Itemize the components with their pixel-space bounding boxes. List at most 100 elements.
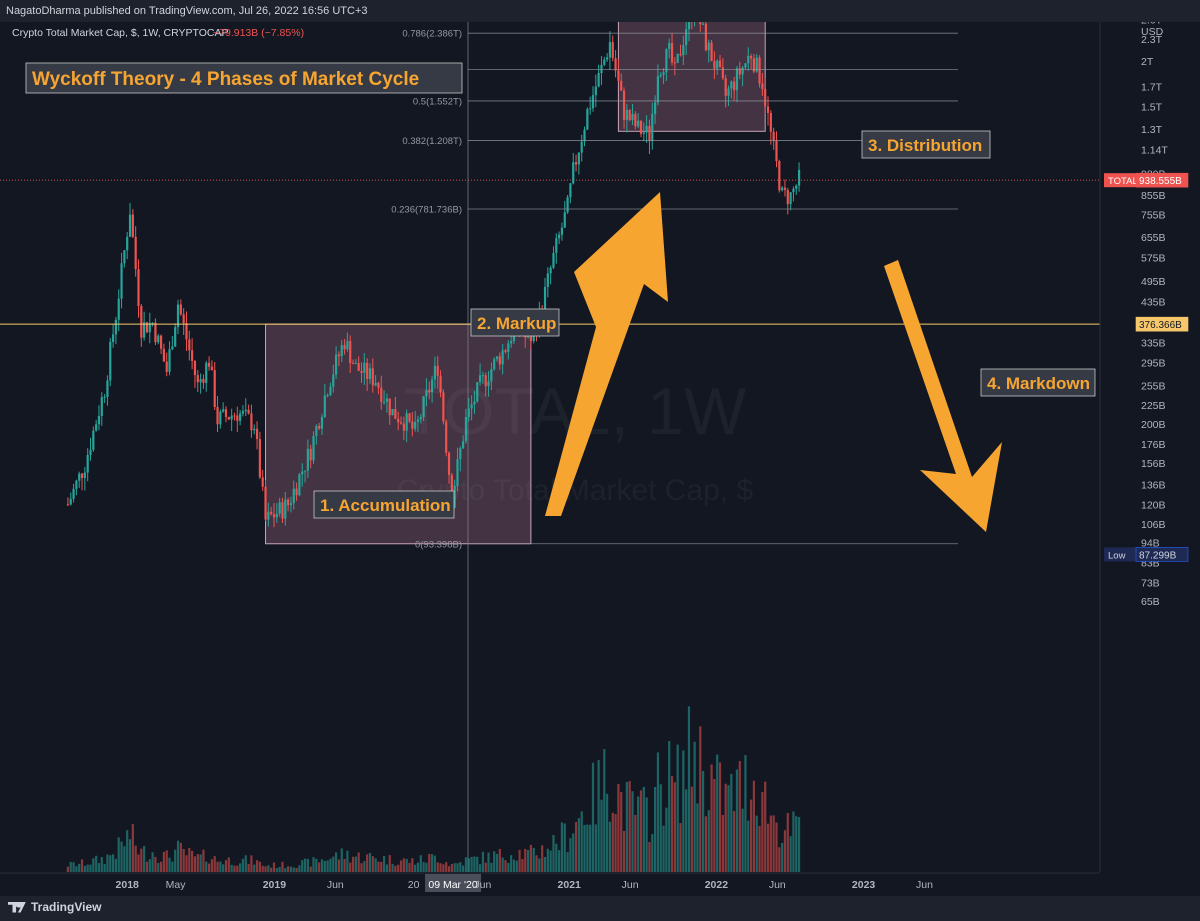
candle [106,375,109,406]
candle-body [174,327,177,347]
candle [86,448,89,482]
volume-bar [467,858,470,872]
candle [501,343,504,375]
candle [388,398,391,425]
candle-body [543,287,547,313]
tradingview-logo[interactable]: TradingView [8,900,101,914]
volume-bar [298,865,301,872]
candle-body [507,343,510,352]
price-badge-tag-label: Low [1108,550,1126,561]
y-tick-label: 65B [1141,596,1160,608]
candle [733,76,736,101]
volume-bar [574,822,578,872]
candle-body [86,454,89,473]
candle [287,497,290,512]
candle [555,233,558,264]
candle [620,73,623,92]
candle-body [665,48,668,73]
volume-bar [591,762,595,872]
candle [92,426,95,452]
candle [196,370,199,392]
volume-bar [795,816,798,872]
candles-layer [66,22,801,528]
candle [611,35,614,62]
volume-bar [518,849,521,872]
candle [772,127,775,150]
candle-body [312,435,315,461]
volume-bar [515,860,518,872]
candle [236,406,239,432]
phase-label-1[interactable]: 1. Accumulation [313,490,455,519]
candle [250,404,253,438]
volume-bar [140,848,143,872]
candle [72,483,75,503]
volume-bar [399,860,403,872]
phase-label-3[interactable]: 3. Distribution [861,130,991,159]
candle [374,375,377,387]
zone-distribution[interactable] [617,22,766,132]
volume-bar [572,833,575,872]
volume-bar [738,761,741,872]
chart-title: Wyckoff Theory - 4 Phases of Market Cycl… [32,69,419,90]
candle [253,424,256,435]
volume-bar [634,815,637,872]
candle [558,231,561,244]
volume-bar [526,850,530,872]
y-tick-label: 94B [1141,538,1160,550]
candle [645,115,648,143]
price-badge-value-box [1135,547,1189,562]
candle-body [662,72,665,75]
volume-bar [761,792,764,872]
volume-bar [490,862,493,872]
volume-bar [380,861,383,872]
candle-body [380,387,383,402]
y-tick-label: 2T [1141,56,1154,68]
candle-body [165,361,168,372]
volume-bar [755,815,758,872]
candle-body [227,417,230,420]
volume-bar [224,860,228,872]
fib-label: 0(93.398B) [415,539,462,550]
candle [66,497,70,506]
phase-label-2[interactable]: 2. Markup [470,308,560,337]
candle [487,371,490,397]
price-chart[interactable]: 1(3.01T)0.786(2.386T)0.618(1.896T)0.5(1.… [0,22,1200,896]
candle-body [264,486,267,520]
candle [439,370,442,398]
candle-body [247,409,250,414]
volume-bar [749,799,753,872]
symbol-name[interactable]: Crypto Total Market Cap, $, 1W, CRYPTOCA… [12,27,229,39]
volume-bar [137,854,140,872]
watermark-description: Crypto Total Market Cap, $ [397,474,754,507]
candle [162,343,165,362]
volume-bar [114,858,118,872]
volume-bar [459,862,462,872]
phase-label-4[interactable]: 4. Markdown [980,368,1096,397]
volume-bar [510,855,513,872]
candle-body [631,113,634,121]
candle [679,44,682,57]
volume-bar [555,843,558,872]
candle-body [219,411,222,425]
candle [382,390,386,405]
volume-bar [193,856,197,872]
candle-body [752,58,756,72]
candle-body [176,304,180,328]
candle [453,479,456,509]
volume-bar [670,776,674,872]
candle-body [244,409,247,412]
candle [414,410,417,432]
x-tick-label: Jun [916,879,933,891]
price-badge-tag [1104,173,1136,188]
candle [781,186,784,192]
volume-bar [244,855,247,872]
volume-bar [687,706,691,872]
candle [747,47,750,71]
x-tick-label: 20 [408,879,420,891]
volume-bar [202,849,205,872]
x-tick-label: 2018 [116,879,140,891]
candle [80,473,84,491]
candle-body [430,379,434,393]
volume-bar [453,863,456,872]
